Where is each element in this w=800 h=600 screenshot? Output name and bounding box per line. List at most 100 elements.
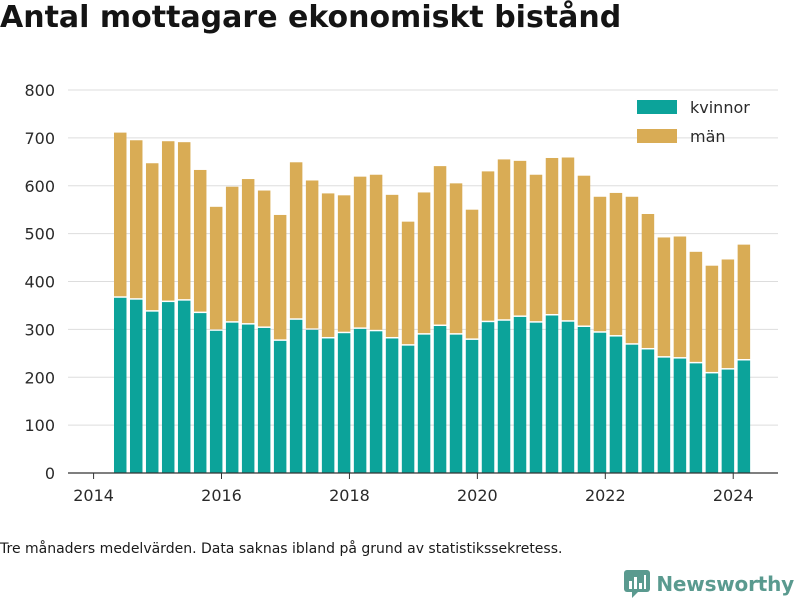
bar-man <box>465 209 479 339</box>
x-tick-label: 2016 <box>201 486 242 505</box>
legend: kvinnor män <box>637 98 750 146</box>
bar-kvinnor <box>161 302 175 473</box>
bar-kvinnor <box>129 299 143 473</box>
bar-man <box>145 163 159 311</box>
bar-kvinnor <box>433 326 447 473</box>
x-tick-label: 2018 <box>329 486 370 505</box>
bar-man <box>209 206 223 330</box>
bar-kvinnor <box>385 338 399 473</box>
bar-kvinnor <box>177 300 191 473</box>
bar-kvinnor <box>465 339 479 473</box>
bar-man <box>497 159 511 320</box>
bar-kvinnor <box>321 338 335 473</box>
bar-kvinnor <box>497 320 511 473</box>
y-tick-label: 300 <box>24 320 55 339</box>
bar-kvinnor <box>625 344 639 473</box>
x-tick-label: 2014 <box>73 486 114 505</box>
brand-name: Newsworthy <box>656 572 794 596</box>
axes: 0 100 200 300 400 500 600 700 800 2014 2016 2018 202… <box>24 81 778 505</box>
y-tick-label: 600 <box>24 177 55 196</box>
y-tick-label: 800 <box>24 81 55 100</box>
bar-kvinnor <box>689 363 703 473</box>
chart-title: Antal mottagare ekonomiskt bistånd <box>0 0 622 35</box>
bar-kvinnor <box>417 334 431 473</box>
bar-man <box>513 160 527 316</box>
bar-man <box>481 171 495 321</box>
bar-kvinnor <box>273 340 287 473</box>
bar-man <box>561 157 575 321</box>
stacked-bar-chart: 0 100 200 300 400 500 600 700 800 2014 2016 2018 202… <box>24 81 778 505</box>
bar-kvinnor <box>145 311 159 473</box>
bar-kvinnor <box>337 333 351 473</box>
brand: Newsworthy <box>624 569 794 599</box>
bar-kvinnor <box>257 327 271 473</box>
bar-kvinnor <box>241 324 255 473</box>
bar-kvinnor <box>113 297 127 473</box>
bar-kvinnor <box>609 336 623 473</box>
bar-man <box>241 179 255 324</box>
bar-man <box>721 259 735 369</box>
bar-man <box>577 175 591 326</box>
legend-swatch <box>637 100 677 114</box>
bar-man <box>273 214 287 340</box>
bar-kvinnor <box>705 373 719 473</box>
bar-man <box>289 162 303 319</box>
bar-kvinnor <box>225 322 239 473</box>
y-tick-label: 400 <box>24 273 55 292</box>
legend-label: män <box>690 127 726 146</box>
bar-man <box>225 186 239 322</box>
bar-man <box>641 213 655 348</box>
bar-kvinnor <box>369 331 383 473</box>
bar-man <box>385 194 399 337</box>
legend-swatch <box>637 129 677 143</box>
bar-kvinnor <box>305 329 319 473</box>
bar-man <box>545 157 559 314</box>
bar-kvinnor <box>513 316 527 473</box>
bar-kvinnor <box>561 321 575 473</box>
bar-kvinnor <box>641 349 655 473</box>
y-tick-label: 0 <box>45 464 55 483</box>
bar-kvinnor <box>193 313 207 473</box>
bar-kvinnor <box>657 357 671 473</box>
bar-man <box>449 183 463 334</box>
bar-kvinnor <box>737 360 751 473</box>
bar-man <box>689 251 703 362</box>
bar-kvinnor <box>577 326 591 473</box>
x-tick-label: 2022 <box>585 486 626 505</box>
bar-man <box>673 236 687 358</box>
bar-man <box>353 176 367 328</box>
bar-man <box>529 174 543 322</box>
footnote: Tre månaders medelvärden. Data saknas ib… <box>0 541 563 557</box>
bar-man <box>177 142 191 300</box>
bar-kvinnor <box>209 330 223 473</box>
bar-chart-logo-icon <box>624 570 651 598</box>
bar-man <box>193 169 207 312</box>
bar-kvinnor <box>289 319 303 473</box>
bar-man <box>337 195 351 332</box>
bar-man <box>113 132 127 297</box>
x-tick-label: 2024 <box>713 486 754 505</box>
bar-kvinnor <box>593 332 607 473</box>
bar-kvinnor <box>481 322 495 473</box>
bar-kvinnor <box>449 334 463 473</box>
bar-man <box>433 166 447 325</box>
bars <box>113 132 751 473</box>
bar-man <box>705 265 719 372</box>
bar-man <box>257 190 271 327</box>
bar-kvinnor <box>721 369 735 473</box>
bar-kvinnor <box>353 328 367 473</box>
bar-man <box>321 193 335 337</box>
bar-man <box>305 180 319 329</box>
x-tick-label: 2020 <box>457 486 498 505</box>
bar-man <box>417 192 431 334</box>
y-tick-label: 700 <box>24 129 55 148</box>
y-tick-label: 500 <box>24 225 55 244</box>
bar-man <box>625 196 639 344</box>
legend-label: kvinnor <box>690 98 750 117</box>
bar-man <box>593 196 607 332</box>
bar-man <box>129 140 143 299</box>
bar-man <box>401 221 415 345</box>
bar-kvinnor <box>673 358 687 473</box>
bar-man <box>657 237 671 357</box>
y-tick-label: 200 <box>24 368 55 387</box>
